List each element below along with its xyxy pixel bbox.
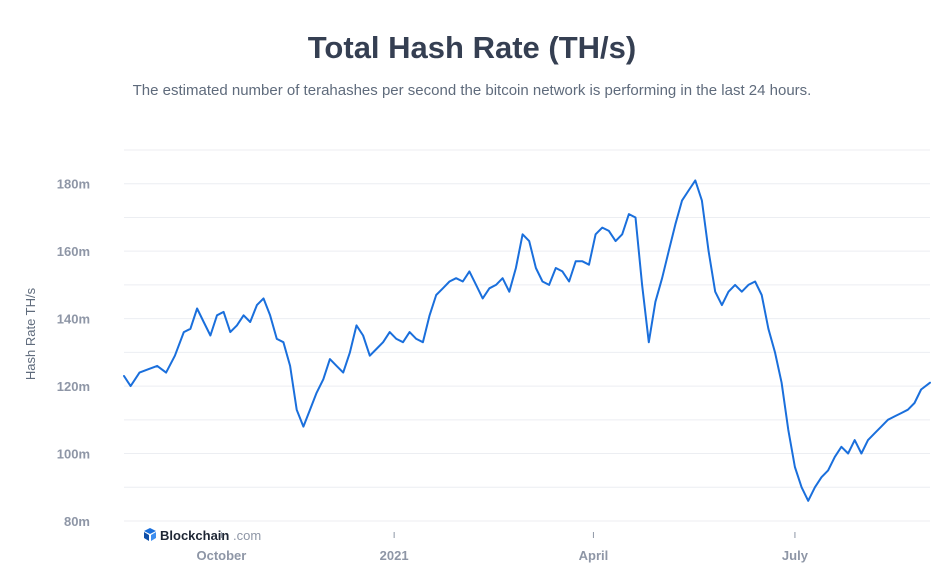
y-axis-ticks: 80m 100m 120m 140m 160m 180m <box>57 177 90 529</box>
blockchain-logo-icon <box>144 528 156 541</box>
x-axis-ticks: October 2021 April July <box>197 532 809 563</box>
series-layer <box>123 179 931 502</box>
y-tick-label: 160m <box>57 244 90 259</box>
x-tick-label: 2021 <box>380 548 409 563</box>
x-tick-label: July <box>782 548 809 563</box>
y-tick-label: 180m <box>57 177 90 192</box>
brand-logo: Blockchain .com <box>144 528 261 543</box>
y-tick-label: 100m <box>57 447 90 462</box>
grid-lines <box>124 149 930 522</box>
y-tick-label: 80m <box>64 514 90 529</box>
chart-subtitle: The estimated number of terahashes per s… <box>132 82 812 99</box>
chart-title: Total Hash Rate (TH/s) <box>307 30 637 65</box>
hash-rate-series-line <box>123 179 931 502</box>
x-tick-label: October <box>197 548 247 563</box>
y-axis-title: Hash Rate TH/s <box>23 287 38 380</box>
y-tick-label: 140m <box>57 312 90 327</box>
y-tick-label: 120m <box>57 379 90 394</box>
brand-name: Blockchain <box>160 528 229 543</box>
x-tick-label: April <box>579 548 609 563</box>
brand-suffix: .com <box>233 528 261 543</box>
